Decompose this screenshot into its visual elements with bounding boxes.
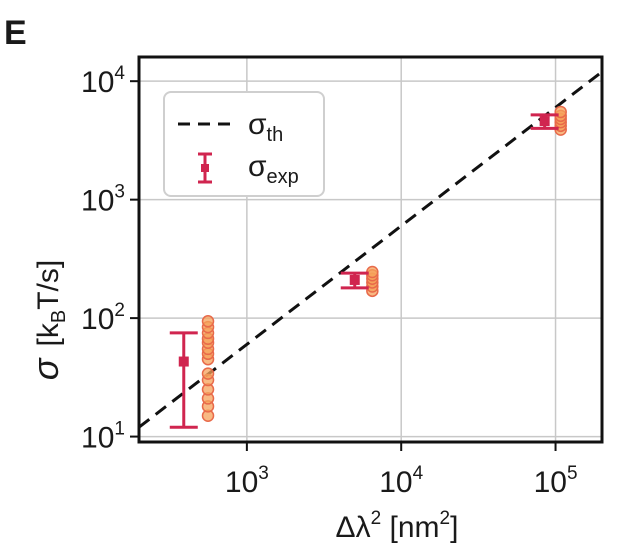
experiment-mean-2: [539, 116, 550, 127]
legend-theory-label: σth: [248, 108, 283, 146]
x-axis-title: Δλ2 [nm2]: [336, 508, 459, 544]
y-tick-label-2: 103: [81, 182, 125, 218]
legend-experiment-symbol: σ: [248, 150, 267, 183]
x-axis-unit-sup: 2: [440, 508, 451, 529]
y-axis-unit-sub: B: [48, 310, 70, 323]
experiment-mean-1: [349, 274, 360, 285]
x-axis-sup: 2: [371, 508, 382, 529]
x-axis-unit-open: [nm: [381, 511, 439, 544]
y-axis-unit-open: [k: [32, 322, 65, 346]
y-tick-label-3: 104: [81, 63, 125, 99]
x-tick-label-2: 105: [534, 463, 578, 499]
y-tick-label-0: 101: [81, 419, 125, 455]
sample-point-0-13: [201, 315, 215, 328]
panel-label: E: [4, 14, 27, 52]
errorbar-layer: [169, 113, 559, 429]
y-axis-symbol: σ: [25, 357, 66, 380]
x-axis-base: Δλ: [336, 511, 371, 544]
legend-experiment-swatch: [198, 152, 212, 184]
x-tick-label-0: 103: [225, 463, 269, 499]
legend-theory-sub: th: [267, 124, 284, 146]
legend-theory-symbol: σ: [248, 108, 267, 141]
experiment-mean-0: [178, 356, 189, 367]
y-axis-title: σ [kBT/s]: [25, 260, 70, 380]
plot-frame: [137, 55, 604, 444]
legend-experiment-sub: exp: [267, 166, 299, 188]
theory-line: [138, 70, 603, 429]
x-axis-unit-close: ]: [450, 511, 458, 544]
tick-layer: 103 104 105 101 102 103 104: [81, 63, 577, 499]
legend: σth σexp: [163, 91, 325, 197]
legend-experiment-label: σexp: [248, 150, 299, 188]
legend-box: [163, 91, 325, 197]
x-tick-label-1: 104: [379, 463, 423, 499]
y-tick-label-1: 102: [81, 300, 125, 336]
sample-point-0-5: [201, 367, 215, 380]
y-axis-unit-close: T/s]: [32, 260, 65, 310]
theory-line-layer: [138, 70, 603, 429]
